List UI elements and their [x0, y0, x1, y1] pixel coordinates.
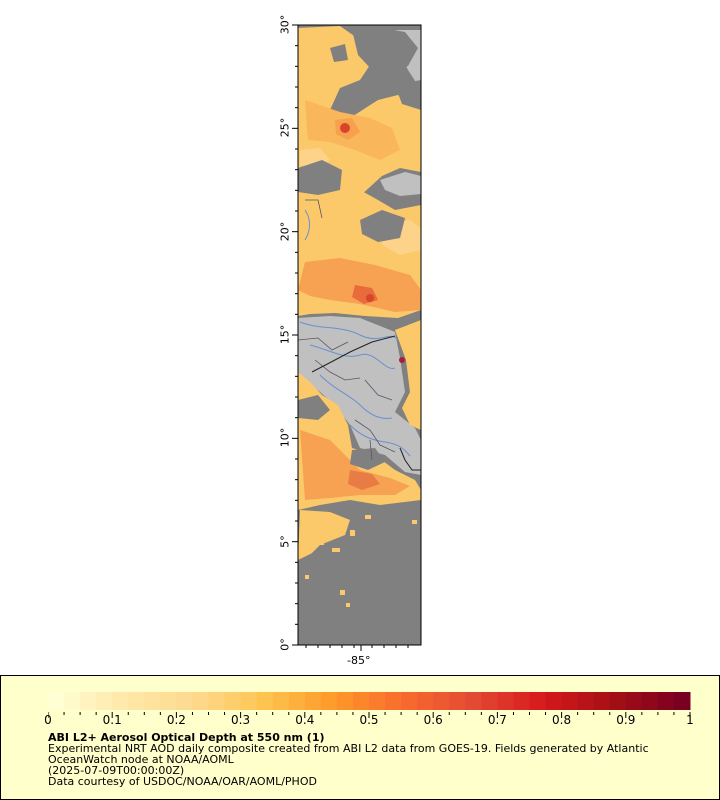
lat-tick-label: 20° — [278, 221, 292, 241]
colorbar-swatch — [529, 692, 547, 710]
colorbar-swatch — [385, 692, 402, 710]
colorbar-swatch — [160, 692, 177, 710]
colorbar-swatch — [673, 692, 691, 710]
colorbar-swatch — [320, 692, 338, 710]
colorbar-swatch — [561, 692, 579, 710]
lat-tick-label: 5° — [278, 534, 292, 548]
colorbar-swatch — [304, 692, 322, 710]
colorbar-swatch — [433, 692, 450, 710]
lat-tick-label: 10° — [278, 428, 292, 448]
colorbar-tick-label: 0.8 — [552, 713, 572, 727]
lon-tick-label: -85° — [347, 654, 371, 667]
colorbar-swatch — [513, 692, 530, 710]
colorbar-swatch — [64, 692, 81, 710]
colorbar-swatch — [577, 692, 595, 710]
colorbar-swatch — [609, 692, 627, 710]
no-data-patches — [298, 26, 421, 645]
colorbar-swatch — [481, 692, 498, 710]
colorbar-tick-label: 0.4 — [295, 713, 315, 727]
colorbar-swatch — [176, 692, 193, 710]
colorbar-swatch — [80, 692, 97, 710]
colorbar-tick-label: 0 — [44, 713, 52, 727]
land-central-america — [298, 316, 421, 475]
colorbar-tick-label: 0.9 — [616, 713, 636, 727]
lat-tick-label: 15° — [278, 324, 292, 345]
colorbar-swatch — [256, 692, 274, 710]
lat-tick-label: 30° — [278, 14, 292, 35]
legend-description-line-2: OceanWatch node at NOAA/AOML — [48, 753, 234, 766]
colorbar-swatch — [449, 692, 466, 710]
latitude-ticks — [292, 24, 298, 646]
lat-tick-label: 0° — [278, 638, 292, 651]
longitude-ticks — [305, 645, 409, 651]
colorbar-tick-label: 0.3 — [231, 713, 251, 727]
colorbar-tick-label: 0.2 — [166, 713, 186, 727]
rivers — [299, 209, 411, 457]
colorbar-swatch — [240, 692, 258, 710]
colorbar-swatch — [144, 692, 161, 710]
colorbar-swatch — [192, 692, 209, 710]
colorbar-swatch — [224, 692, 242, 710]
legend-time: (2025-07-09T00:00:00Z) — [48, 764, 185, 777]
colorbar-tick-label: 1 — [686, 713, 694, 727]
legend-description-line-1: Experimental NRT AOD daily composite cre… — [48, 742, 649, 755]
colorbar-swatch — [593, 692, 611, 710]
colorbar-tick-label: 0.6 — [423, 713, 443, 727]
legend-panel: 0 0.1 0.2 0.3 0.4 0.5 0.6 0.7 0.8 0.9 1 ABI L2+ Ae… — [0, 675, 720, 800]
colorbar-tick-label: 0.7 — [487, 713, 507, 727]
colorbar-swatch — [417, 692, 434, 710]
legend-credit: Data courtesy of USDOC/NOAA/OAR/AOML/PHO… — [48, 775, 317, 788]
scattered-pixels — [305, 515, 417, 607]
legend-title: ABI L2+ Aerosol Optical Depth at 550 nm … — [48, 731, 325, 744]
colorbar-swatch — [336, 692, 354, 710]
colorbar-swatch — [657, 692, 675, 710]
map-area: 0° 5° 10° 15° 20° 25° 30° -85° — [0, 0, 720, 672]
colorbar-tick-label: 0.5 — [359, 713, 379, 727]
colorbar-swatch — [112, 692, 129, 710]
colorbar-swatch — [545, 692, 563, 710]
colorbar-swatch — [625, 692, 643, 710]
country-borders — [311, 335, 421, 471]
aod-map[interactable] — [0, 0, 720, 672]
land-cuba — [380, 172, 421, 196]
colorbar-swatch — [497, 692, 514, 710]
colorbar-swatch — [128, 692, 145, 710]
colorbar-swatch — [288, 692, 306, 710]
colorbar-swatch — [208, 692, 226, 710]
colorbar-swatch — [369, 692, 386, 710]
colorbar-swatch — [641, 692, 659, 710]
colorbar-swatch — [272, 692, 290, 710]
colorbar-swatch — [48, 692, 65, 710]
colorbar-tick-label: 0.1 — [102, 713, 122, 727]
colorbar-swatch — [352, 692, 370, 710]
colorbar-swatch — [96, 692, 113, 710]
colorbar-swatch — [465, 692, 482, 710]
colorbar-swatch — [401, 692, 418, 710]
lat-tick-label: 25° — [278, 118, 292, 138]
colorbar — [48, 692, 691, 718]
